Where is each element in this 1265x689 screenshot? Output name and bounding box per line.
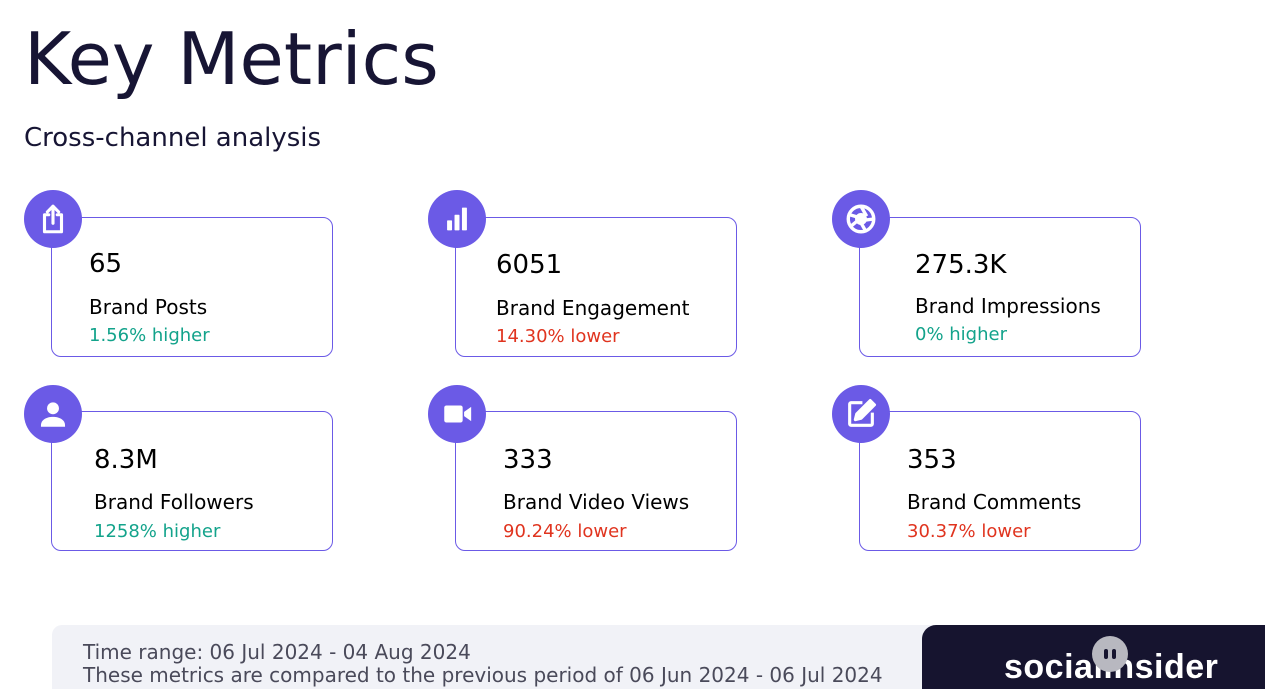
video-camera-icon <box>428 385 486 443</box>
metric-card-brand-video-views: 333 Brand Video Views 90.24% lower <box>455 411 737 551</box>
metric-change: 30.37% lower <box>907 521 1031 542</box>
metric-card-brand-impressions: 275.3K Brand Impressions 0% higher <box>859 217 1141 357</box>
brand-logo-icon <box>1092 636 1128 672</box>
share-icon <box>24 190 82 248</box>
person-icon <box>24 385 82 443</box>
metric-change: 14.30% lower <box>496 326 620 347</box>
metric-label: Brand Impressions <box>915 294 1101 318</box>
metric-change: 0% higher <box>915 324 1007 345</box>
metric-card-brand-followers: 8.3M Brand Followers 1258% higher <box>51 411 333 551</box>
metric-label: Brand Comments <box>907 490 1082 514</box>
metric-value: 275.3K <box>915 250 1007 280</box>
metric-card-brand-engagement: 6051 Brand Engagement 14.30% lower <box>455 217 737 357</box>
bar-chart-icon <box>428 190 486 248</box>
metric-value: 353 <box>907 445 957 475</box>
edit-icon <box>832 385 890 443</box>
metric-label: Brand Posts <box>89 295 208 319</box>
page-subtitle: Cross-channel analysis <box>24 123 322 153</box>
metric-value: 6051 <box>496 250 563 280</box>
metric-value: 8.3M <box>94 445 158 475</box>
metric-value: 333 <box>503 445 553 475</box>
time-range-text: Time range: 06 Jul 2024 - 04 Aug 2024 <box>83 640 471 664</box>
metric-value: 65 <box>89 249 123 279</box>
comparison-text: These metrics are compared to the previo… <box>83 663 883 687</box>
metric-label: Brand Video Views <box>503 490 690 514</box>
footer-panel <box>52 625 952 689</box>
metric-label: Brand Followers <box>94 490 254 514</box>
aperture-icon <box>832 190 890 248</box>
metric-change: 1.56% higher <box>89 325 210 346</box>
brand-badge: socialinsider <box>922 625 1265 689</box>
metric-card-brand-posts: 65 Brand Posts 1.56% higher <box>51 217 333 357</box>
metric-change: 90.24% lower <box>503 521 627 542</box>
page-title: Key Metrics <box>24 17 439 101</box>
metric-change: 1258% higher <box>94 521 221 542</box>
metric-card-brand-comments: 353 Brand Comments 30.37% lower <box>859 411 1141 551</box>
metric-label: Brand Engagement <box>496 296 690 320</box>
